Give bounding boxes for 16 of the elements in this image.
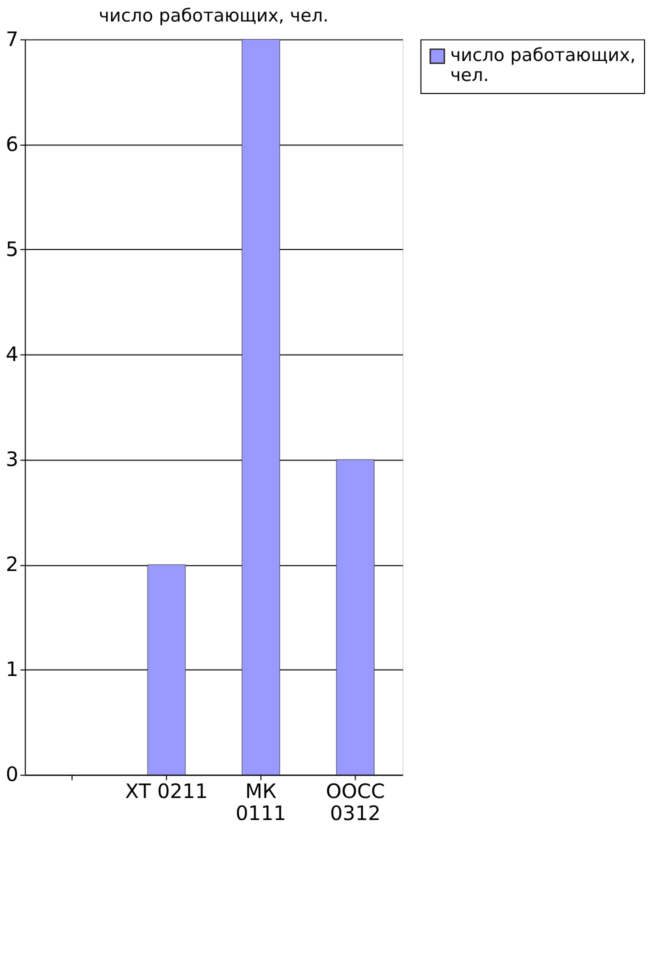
bar: [242, 39, 280, 776]
bar: [147, 564, 186, 776]
y-tick-label: 4: [6, 342, 18, 366]
x-tick-label: ООСС 0312: [326, 780, 385, 826]
y-tick-label: 1: [6, 658, 18, 682]
chart-title: число работающих, чел.: [98, 5, 329, 26]
legend-label: число работающих, чел.: [450, 45, 636, 86]
y-tick-label: 7: [6, 28, 18, 51]
y-tick-label: 2: [6, 553, 18, 576]
x-tick-label: МК 0111: [236, 780, 286, 826]
y-tick-label: 0: [6, 763, 18, 786]
y-tick-label: 5: [6, 238, 18, 261]
bar: [336, 459, 374, 776]
x-tick-label: ХТ 0211: [125, 780, 208, 804]
y-tick-label: 6: [6, 132, 18, 156]
y-tick-label: 3: [6, 448, 18, 472]
